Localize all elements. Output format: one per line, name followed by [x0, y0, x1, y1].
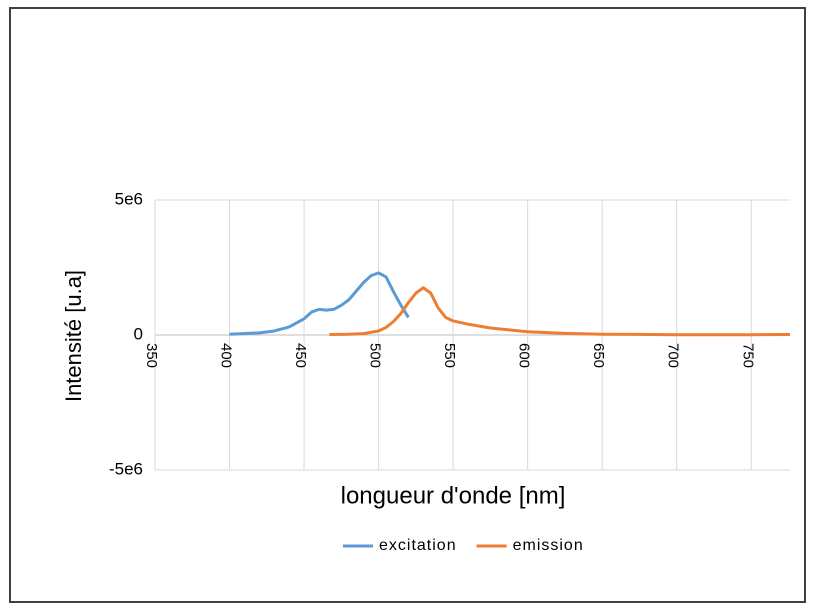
- y-tick-label: 5e6: [115, 189, 143, 208]
- data-line: [329, 286, 791, 337]
- x-tick-label: 350: [143, 343, 160, 368]
- x-tick-label: 600: [516, 343, 533, 368]
- x-tick-label: 500: [367, 343, 384, 368]
- x-tick-label: 450: [292, 343, 309, 368]
- y-axis-title: Intensité [u.a]: [61, 270, 86, 402]
- y-tick-label: 0: [134, 324, 143, 343]
- x-tick-label: 700: [665, 343, 682, 368]
- x-tick-label: 650: [590, 343, 607, 368]
- x-tick-label: 400: [218, 343, 235, 368]
- y-tick-label: -5e6: [109, 459, 143, 478]
- x-axis-title: longueur d'onde [nm]: [341, 482, 566, 509]
- legend-label: excitation: [379, 537, 457, 554]
- x-tick-label: 550: [441, 343, 458, 368]
- data-line: [229, 271, 410, 336]
- legend-label: emission: [513, 537, 584, 554]
- x-tick-label: 750: [739, 343, 756, 368]
